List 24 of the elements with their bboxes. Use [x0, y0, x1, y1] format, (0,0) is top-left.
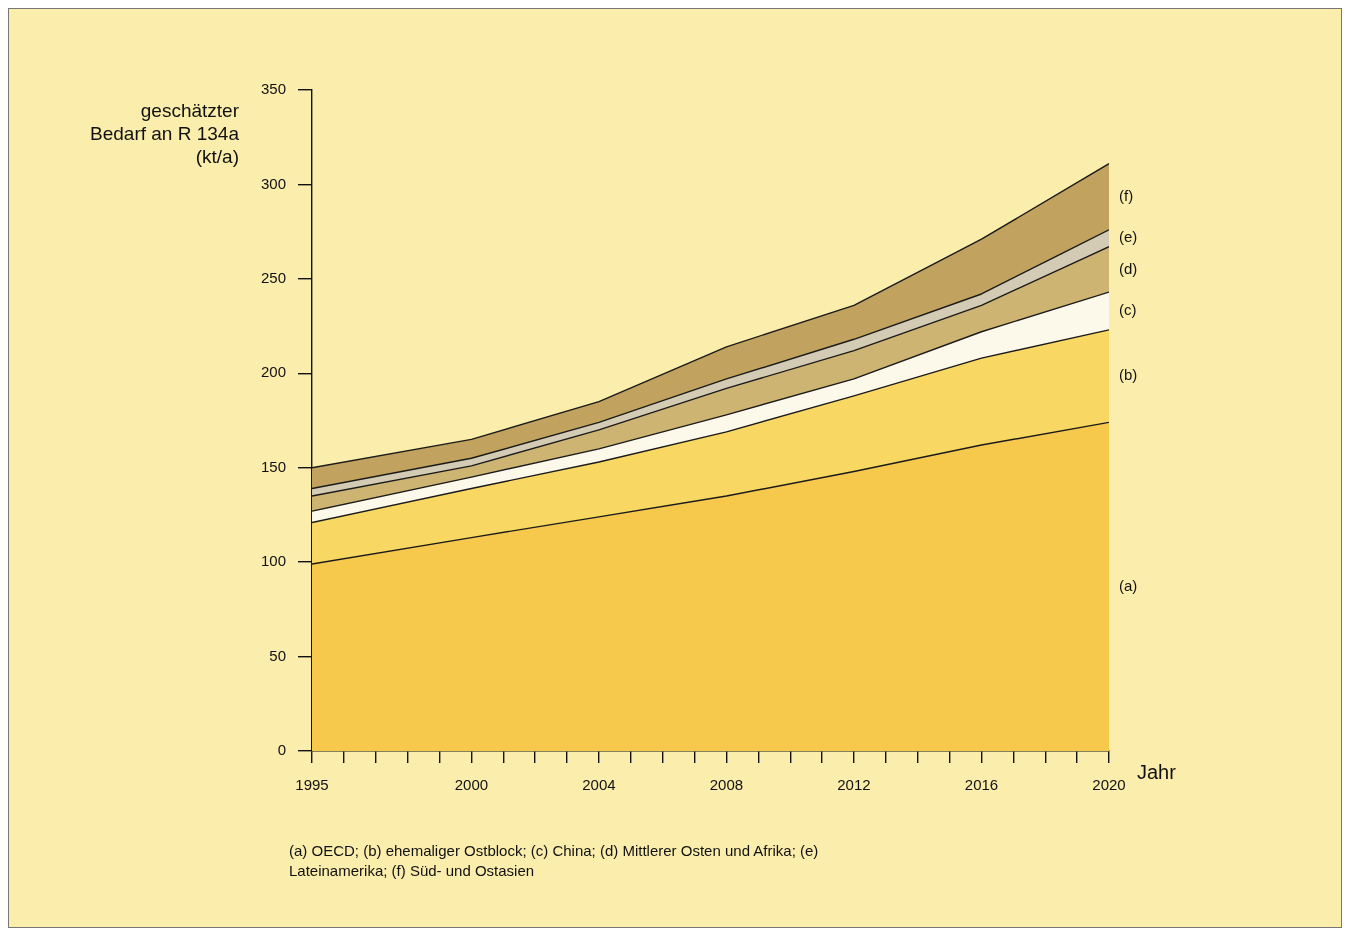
series-label: (b) [1119, 366, 1138, 384]
y-tick-label: 350 [261, 80, 287, 98]
series-label: (e) [1119, 228, 1138, 246]
y-tick-label: 150 [261, 457, 287, 475]
y-tick-label: 0 [277, 741, 287, 759]
x-axis-title: Jahr [1137, 761, 1176, 784]
x-tick-label: 2020 [1092, 776, 1126, 794]
series-label: (f) [1119, 186, 1134, 204]
text: (a) OECD; (b) ehemaliger Ostblock; (c) China; (d) Mittlerer Osten und Afrika; (e) Lateinamerika; (f) Süd- und Ostasien [289, 841, 820, 881]
y-axis-title: geschätzter Bedarf an R 134a (kt/a) [89, 99, 239, 168]
y-tick-label: 100 [261, 552, 287, 570]
x-tick-label: 1995 [295, 776, 329, 794]
series-label: (d) [1119, 259, 1138, 277]
x-tick-label: 2012 [837, 776, 871, 794]
x-tick-label: 2008 [709, 776, 744, 794]
x-tick-label: 2016 [964, 776, 999, 794]
y-tick-label: 250 [261, 269, 287, 286]
x-tick-label: 2000 [454, 776, 489, 794]
y-tick-label: 300 [261, 174, 287, 192]
series-label: (a) [1119, 576, 1138, 594]
y-tick-label: 50 [269, 646, 287, 664]
y-tick-label: 200 [261, 363, 287, 381]
x-tick-label: 2004 [582, 776, 616, 794]
series-label: (c) [1119, 301, 1137, 319]
